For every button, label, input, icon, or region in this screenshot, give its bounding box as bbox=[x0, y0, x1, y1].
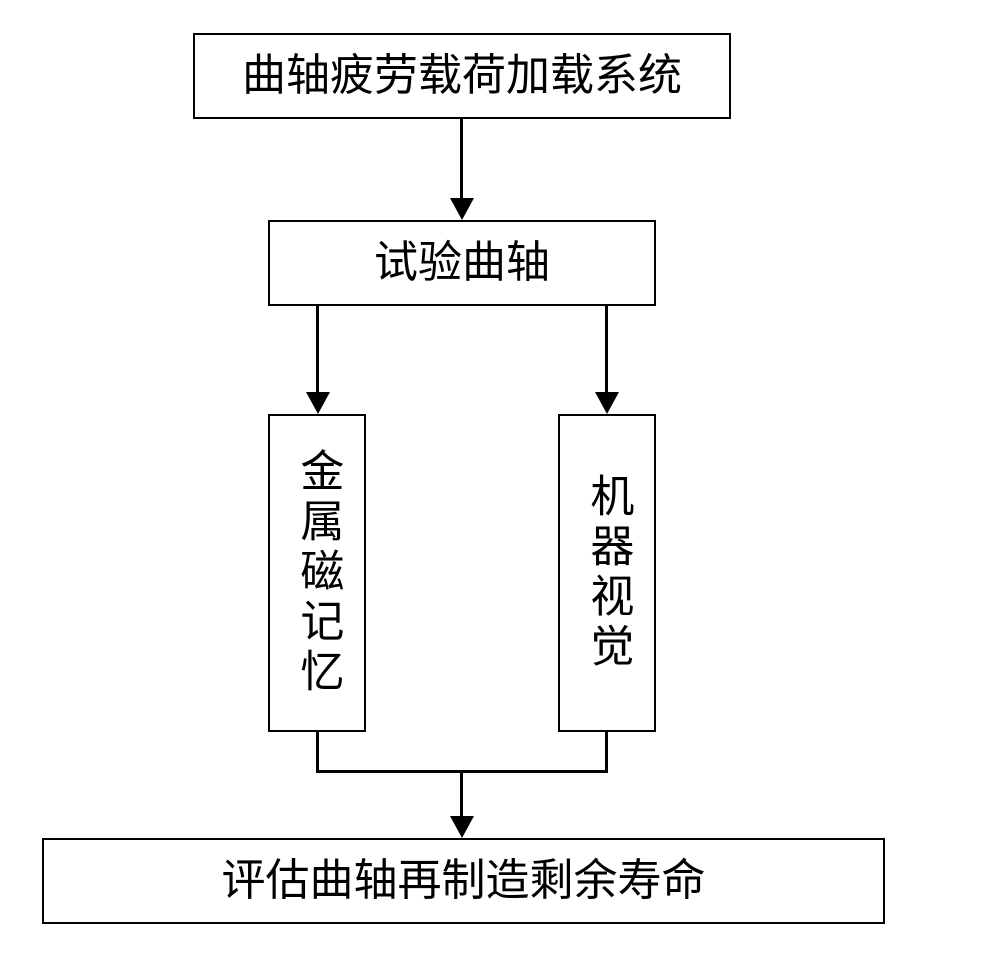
node-magnetic-memory: 金属磁记忆 bbox=[268, 414, 366, 732]
node-label: 试验曲轴 bbox=[374, 238, 550, 289]
node-test-crankshaft: 试验曲轴 bbox=[268, 220, 656, 306]
node-machine-vision: 机器视觉 bbox=[558, 414, 656, 732]
node-label: 机器视觉 bbox=[581, 473, 634, 673]
node-label: 金属磁记忆 bbox=[291, 448, 344, 698]
node-label: 评估曲轴再制造剩余寿命 bbox=[222, 856, 706, 907]
node-evaluate-life: 评估曲轴再制造剩余寿命 bbox=[42, 838, 885, 924]
node-load-system: 曲轴疲劳载荷加载系统 bbox=[193, 33, 731, 119]
node-label: 曲轴疲劳载荷加载系统 bbox=[242, 51, 682, 102]
